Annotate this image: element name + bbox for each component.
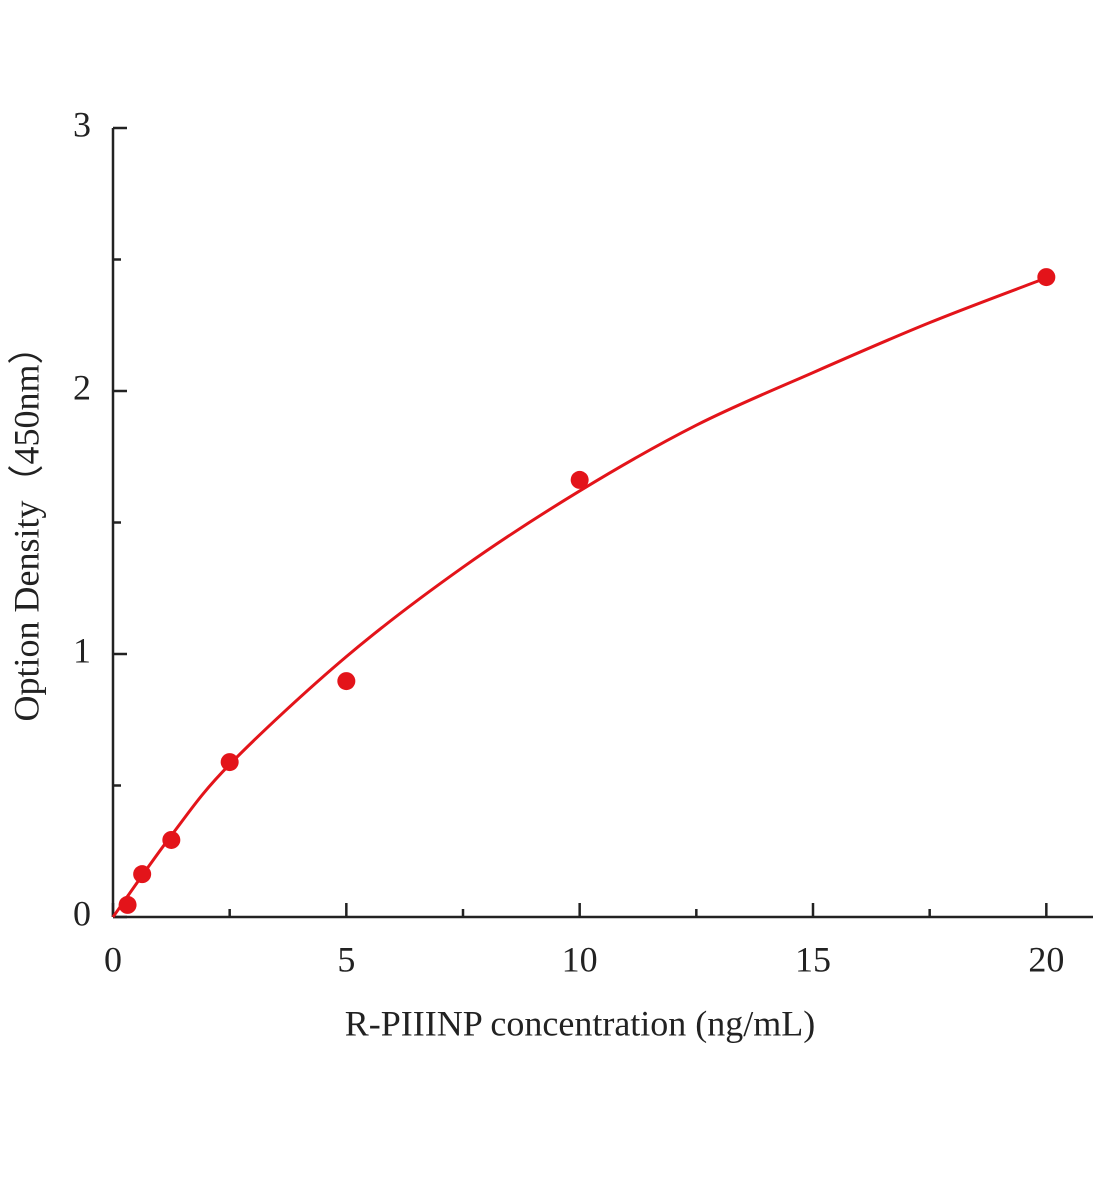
- y-tick-label: 3: [73, 104, 91, 144]
- y-tick-label: 1: [73, 630, 91, 670]
- y-tick-label: 0: [73, 893, 91, 933]
- x-tick-label: 20: [1028, 939, 1064, 979]
- data-point: [162, 830, 181, 849]
- data-point: [1037, 268, 1056, 287]
- data-point: [337, 672, 356, 691]
- x-tick-label: 10: [562, 939, 598, 979]
- x-tick-label: 5: [337, 939, 355, 979]
- x-axis-label: R-PIIINP concentration (ng/mL): [345, 1003, 816, 1043]
- data-point: [133, 865, 152, 884]
- data-point: [570, 470, 589, 489]
- x-tick-label: 0: [104, 939, 122, 979]
- y-axis-label: Option Density（450nm）: [6, 329, 46, 722]
- y-tick-label: 2: [73, 367, 91, 407]
- x-tick-label: 15: [795, 939, 831, 979]
- fit-curve: [111, 276, 1047, 918]
- data-point: [220, 753, 239, 772]
- data-point: [118, 895, 137, 914]
